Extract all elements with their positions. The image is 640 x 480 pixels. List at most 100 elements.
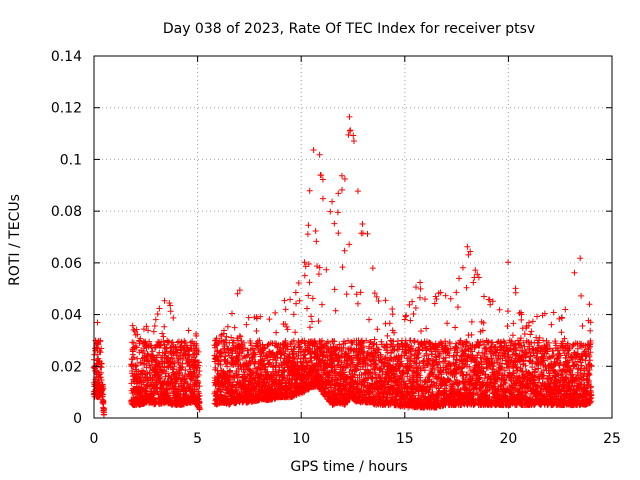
data-point [291,342,298,349]
data-point [282,339,289,346]
data-point [234,290,241,297]
data-point [146,338,153,345]
data-point [266,316,273,323]
data-point [134,362,141,369]
data-point [293,300,300,307]
data-point [310,339,317,345]
data-point [214,347,221,354]
data-point [213,335,220,342]
data-point [159,349,166,356]
data-point [316,264,323,271]
data-point [306,324,313,331]
data-point [182,339,189,346]
data-point [348,283,355,290]
data-point [100,406,107,413]
data-point [243,321,250,328]
data-point [345,131,352,138]
data-point [336,341,343,348]
data-point [132,343,139,350]
data-point [284,326,291,333]
data-point [171,360,178,367]
data-point [196,392,203,399]
data-point [338,359,345,366]
data-point [357,366,364,373]
data-point [164,377,171,384]
data-point [319,176,326,183]
data-point [364,230,371,237]
data-point [179,360,186,367]
data-point [224,358,231,365]
data-point [245,314,252,321]
data-point [167,344,174,351]
data-point [185,327,192,334]
data-point [313,238,320,245]
data-point [341,175,348,182]
data-point [152,316,159,323]
data-point [373,341,380,348]
data-point [170,366,177,373]
data-point [272,309,279,316]
data-point [217,352,224,359]
data-point [195,362,202,369]
data-point [98,369,105,376]
data-point [196,383,203,390]
data-point [196,406,203,413]
data-point [245,347,252,354]
data-point [366,356,373,363]
data-point [359,220,366,227]
data-point [149,361,156,368]
data-point [129,322,136,329]
data-point [339,264,346,271]
data-point [340,344,347,351]
data-point [143,323,150,330]
data-point [194,379,201,386]
data-point [325,339,332,346]
data-point [348,338,355,345]
data-point [240,339,247,346]
data-point [273,359,280,366]
data-point [269,349,276,356]
data-point [161,323,168,330]
data-point [308,318,315,325]
data-point [248,342,255,349]
data-point [356,377,363,384]
data-point [167,302,174,309]
data-point [369,265,376,272]
data-point [167,308,174,315]
data-point [214,341,221,348]
data-point [218,333,225,340]
data-point [278,351,285,358]
chart-title: Day 038 of 2023, Rate Of TEC Index for r… [163,21,535,37]
data-point [182,367,189,374]
data-point [263,379,270,386]
data-point [170,314,177,321]
data-point [316,151,323,158]
data-point [252,358,259,365]
data-point [295,279,302,286]
data-point [218,389,225,396]
grid-lines [94,56,612,418]
data-point [312,339,319,346]
data-point [165,338,172,345]
data-point [100,411,107,418]
data-point [171,363,178,370]
data-point [318,172,325,179]
data-point [272,357,279,364]
data-point [227,367,234,374]
data-point [252,351,259,358]
data-point [305,222,312,229]
data-point [373,361,380,368]
data-point [97,349,104,356]
data-point [145,327,152,334]
data-point [307,359,314,366]
data-point [314,263,321,270]
data-point [222,337,229,344]
data-point [167,358,174,365]
data-point [149,353,156,360]
data-point [152,344,159,351]
data-point [156,305,163,312]
data-point [166,392,173,399]
data-point [160,333,167,340]
data-point [347,347,354,354]
data-point [322,385,329,392]
